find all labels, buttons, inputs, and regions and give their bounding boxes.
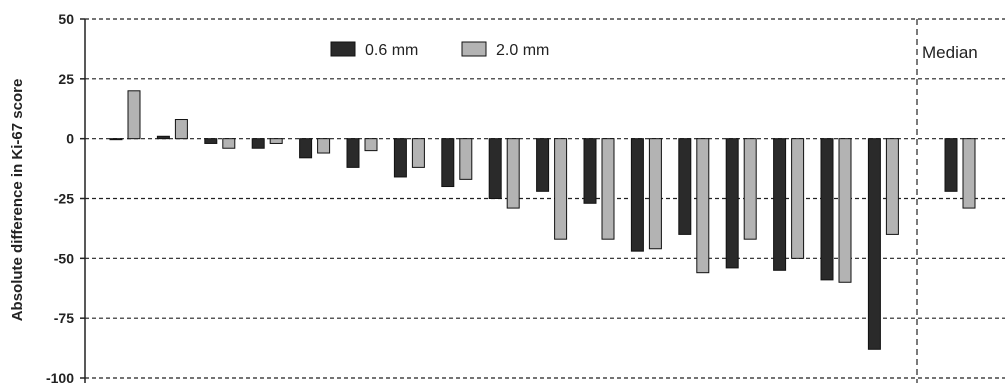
bar-2.0mm-case-3 bbox=[222, 138, 236, 149]
y-tick-label: -75 bbox=[54, 310, 74, 326]
bar-2.0mm-case-15 bbox=[791, 138, 805, 259]
bar-0.6mm-case-11 bbox=[583, 138, 597, 204]
y-tick-label: -25 bbox=[54, 191, 74, 207]
bar-0.6mm-case-13 bbox=[678, 138, 692, 235]
legend-swatch-2.0mm bbox=[461, 41, 487, 57]
bar-2.0mm-case-6 bbox=[364, 138, 378, 152]
bar-2.0mm-case-16 bbox=[838, 138, 852, 283]
legend: 0.6 mm 2.0 mm bbox=[330, 41, 549, 59]
bar-2.0mm-case-11 bbox=[601, 138, 615, 240]
bar-0.6mm-case-5 bbox=[299, 138, 313, 159]
bar-0.6mm-case-15 bbox=[773, 138, 787, 271]
bars bbox=[109, 90, 976, 350]
bar-0.6mm-case-4 bbox=[251, 138, 265, 149]
median-bar-2.0mm bbox=[962, 138, 976, 209]
bar-2.0mm-case-14 bbox=[743, 138, 757, 240]
legend-swatch-0.6mm bbox=[330, 41, 356, 57]
median-label: Median bbox=[922, 43, 978, 62]
y-axis: 50 25 0 -25 -50 -75 -100 bbox=[46, 11, 86, 383]
legend-label-0.6mm: 0.6 mm bbox=[365, 42, 418, 59]
bar-0.6mm-case-2 bbox=[156, 135, 170, 140]
bar-2.0mm-case-2 bbox=[174, 119, 188, 140]
bar-2.0mm-case-4 bbox=[269, 138, 283, 144]
bar-0.6mm-case-14 bbox=[725, 138, 739, 269]
bar-2.0mm-case-8 bbox=[459, 138, 473, 180]
bar-2.0mm-case-1 bbox=[127, 90, 141, 140]
bar-0.6mm-case-3 bbox=[204, 138, 218, 144]
bar-0.6mm-case-17 bbox=[867, 138, 881, 350]
y-tick-label: 50 bbox=[58, 11, 74, 27]
bar-0.6mm-case-16 bbox=[820, 138, 834, 281]
y-axis-label: Absolute difference in Ki-67 score bbox=[9, 79, 26, 322]
bar-2.0mm-case-17 bbox=[885, 138, 899, 235]
y-tick-label: 0 bbox=[66, 131, 74, 147]
legend-label-2.0mm: 2.0 mm bbox=[496, 42, 549, 59]
bar-0.6mm-case-12 bbox=[630, 138, 644, 252]
gridlines bbox=[85, 18, 1005, 379]
bar-2.0mm-case-5 bbox=[317, 138, 331, 154]
y-tick-label: -100 bbox=[46, 370, 74, 383]
bar-2.0mm-case-10 bbox=[554, 138, 568, 240]
bar-2.0mm-case-13 bbox=[696, 138, 710, 274]
median-bar-0.6mm bbox=[944, 138, 958, 192]
y-tick-label: -50 bbox=[54, 250, 74, 266]
y-tick-label: 25 bbox=[58, 71, 74, 87]
bar-0.6mm-case-6 bbox=[346, 138, 360, 168]
bar-0.6mm-case-1 bbox=[109, 138, 123, 141]
bar-0.6mm-case-7 bbox=[393, 138, 407, 178]
bar-0.6mm-case-10 bbox=[536, 138, 550, 192]
bar-0.6mm-case-8 bbox=[441, 138, 455, 188]
bar-2.0mm-case-9 bbox=[506, 138, 520, 209]
bar-2.0mm-case-7 bbox=[411, 138, 425, 168]
bar-0.6mm-case-9 bbox=[488, 138, 502, 200]
bar-2.0mm-case-12 bbox=[648, 138, 662, 250]
